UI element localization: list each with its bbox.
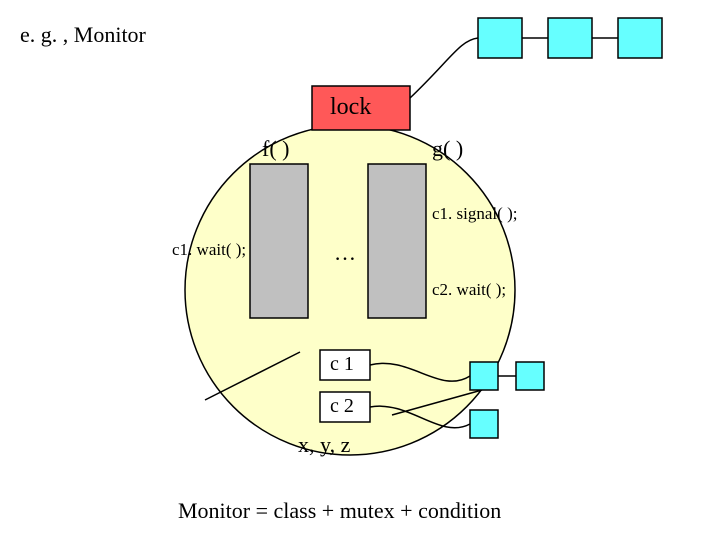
c2-label: c 2 [330,395,354,418]
page-title: e. g. , Monitor [20,22,146,48]
footer: Monitor = class + mutex + condition [178,498,501,524]
ellipsis: … [334,240,356,266]
c1-label: c 1 [330,353,354,376]
diagram-canvas [0,0,720,540]
c2-wait-label: c2. wait( ); [432,280,506,300]
g-label: g( ) [432,136,463,162]
c1-signal-label: c1. signal( ); [432,204,517,224]
c1-wait-label: c1. wait( ); [172,240,246,260]
vars-label: x, y, z [298,432,350,458]
lock-label: lock [330,94,371,121]
f-label: f( ) [262,136,289,162]
